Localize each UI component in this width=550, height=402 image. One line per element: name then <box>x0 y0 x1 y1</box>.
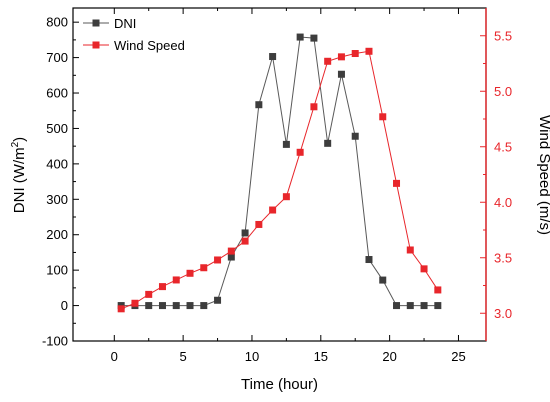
wind-speed-point <box>214 256 222 264</box>
right-y-tick-label: 5.5 <box>494 28 512 43</box>
wind-speed-point <box>379 113 387 121</box>
dni-point <box>255 101 263 109</box>
x-tick-label: 10 <box>245 349 259 364</box>
left-y-axis-title: DNI (W/m2) <box>10 137 28 213</box>
legend: DNI Wind Speed <box>83 16 185 53</box>
left-y-tick-label: 0 <box>61 298 68 313</box>
wind-speed-point <box>420 265 428 273</box>
right-y-tick-label: 3.5 <box>494 250 512 265</box>
x-tick-label: 20 <box>382 349 396 364</box>
legend-wind-label: Wind Speed <box>114 38 185 53</box>
left-y-tick-label: 100 <box>46 263 68 278</box>
dni-point <box>172 302 180 310</box>
left-y-tick-label: 400 <box>46 156 68 171</box>
dni-point <box>434 302 442 310</box>
wind-speed-point <box>296 148 304 156</box>
series-layer <box>117 33 442 313</box>
left-y-tick-label: 200 <box>46 227 68 242</box>
dni-point <box>337 70 345 78</box>
left-y-tick-label: 700 <box>46 50 68 65</box>
x-axis-title: Time (hour) <box>241 376 318 393</box>
dni-point <box>365 256 373 264</box>
wind-speed-point <box>310 103 318 111</box>
dni-series-line <box>121 36 438 307</box>
dni-point <box>324 139 332 147</box>
dni-point <box>282 140 290 148</box>
dni-point <box>269 53 277 61</box>
wind-speed-point <box>145 290 153 298</box>
right-y-tick-label: 5.0 <box>494 84 512 99</box>
wind-speed-point <box>337 53 345 61</box>
left-y-tick-label: 300 <box>46 192 68 207</box>
right-y-tick-label: 3.0 <box>494 306 512 321</box>
dni-point <box>145 302 153 310</box>
left-y-axis-title-main: DNI (W/m <box>11 147 28 213</box>
dni-point <box>406 302 414 310</box>
left-y-tick-label: -100 <box>42 334 68 349</box>
wind-speed-point <box>393 179 401 187</box>
wind-speed-point <box>365 47 373 55</box>
wind-speed-point <box>117 305 125 313</box>
dni-point <box>200 302 208 310</box>
wind-speed-point <box>131 299 139 307</box>
x-tick-label: 25 <box>451 349 465 364</box>
left-y-axis-title-tail: ) <box>11 137 28 142</box>
wind-speed-point <box>241 237 249 245</box>
dni-point <box>420 302 428 310</box>
dni-point <box>158 302 166 310</box>
right-y-axis-title: Wind Speed (m/s) <box>536 115 550 235</box>
left-y-tick-label: 800 <box>46 15 68 30</box>
plot-frame <box>72 7 487 342</box>
wind-speed-point <box>186 269 194 277</box>
left-y-axis-title-superscript: 2 <box>10 141 21 147</box>
dni-point <box>393 302 401 310</box>
dni-point <box>351 132 359 140</box>
right-y-tick-label: 4.0 <box>494 195 512 210</box>
dni-point <box>214 296 222 304</box>
wind-speed-point <box>351 50 359 58</box>
x-tick-label: 0 <box>111 349 118 364</box>
wind-speed-point <box>282 193 290 201</box>
x-axis-ticks: 0 5 10 15 20 25 <box>111 8 466 364</box>
wind-speed-point <box>434 286 442 294</box>
dni-point <box>186 302 194 310</box>
wind-speed-point <box>324 57 332 65</box>
wind-speed-point <box>269 206 277 214</box>
x-tick-label: 5 <box>180 349 187 364</box>
wind-speed-point <box>227 247 235 255</box>
legend-dni-marker <box>92 19 100 27</box>
x-tick-label: 15 <box>314 349 328 364</box>
wind-speed-point <box>406 246 414 254</box>
wind-speed-series-line <box>120 50 439 310</box>
wind-speed-point <box>158 283 166 291</box>
wind-speed-point <box>255 220 263 228</box>
left-y-tick-label: 500 <box>46 121 68 136</box>
legend-dni-label: DNI <box>114 16 136 31</box>
dni-point <box>296 33 304 41</box>
dni-point <box>241 229 249 237</box>
legend-wind-marker <box>92 41 100 49</box>
wind-speed-point <box>172 276 180 284</box>
left-y-tick-label: 600 <box>46 86 68 101</box>
right-y-tick-label: 4.5 <box>494 139 512 154</box>
dni-point <box>310 34 318 42</box>
dni-point <box>379 276 387 284</box>
left-y-axis-ticks: -100 0 100 200 300 400 500 600 700 800 <box>42 15 79 349</box>
dni-point <box>227 253 235 261</box>
wind-speed-point <box>200 264 208 272</box>
right-y-axis-ticks: 3.0 3.5 4.0 4.5 5.0 5.5 <box>480 28 512 321</box>
